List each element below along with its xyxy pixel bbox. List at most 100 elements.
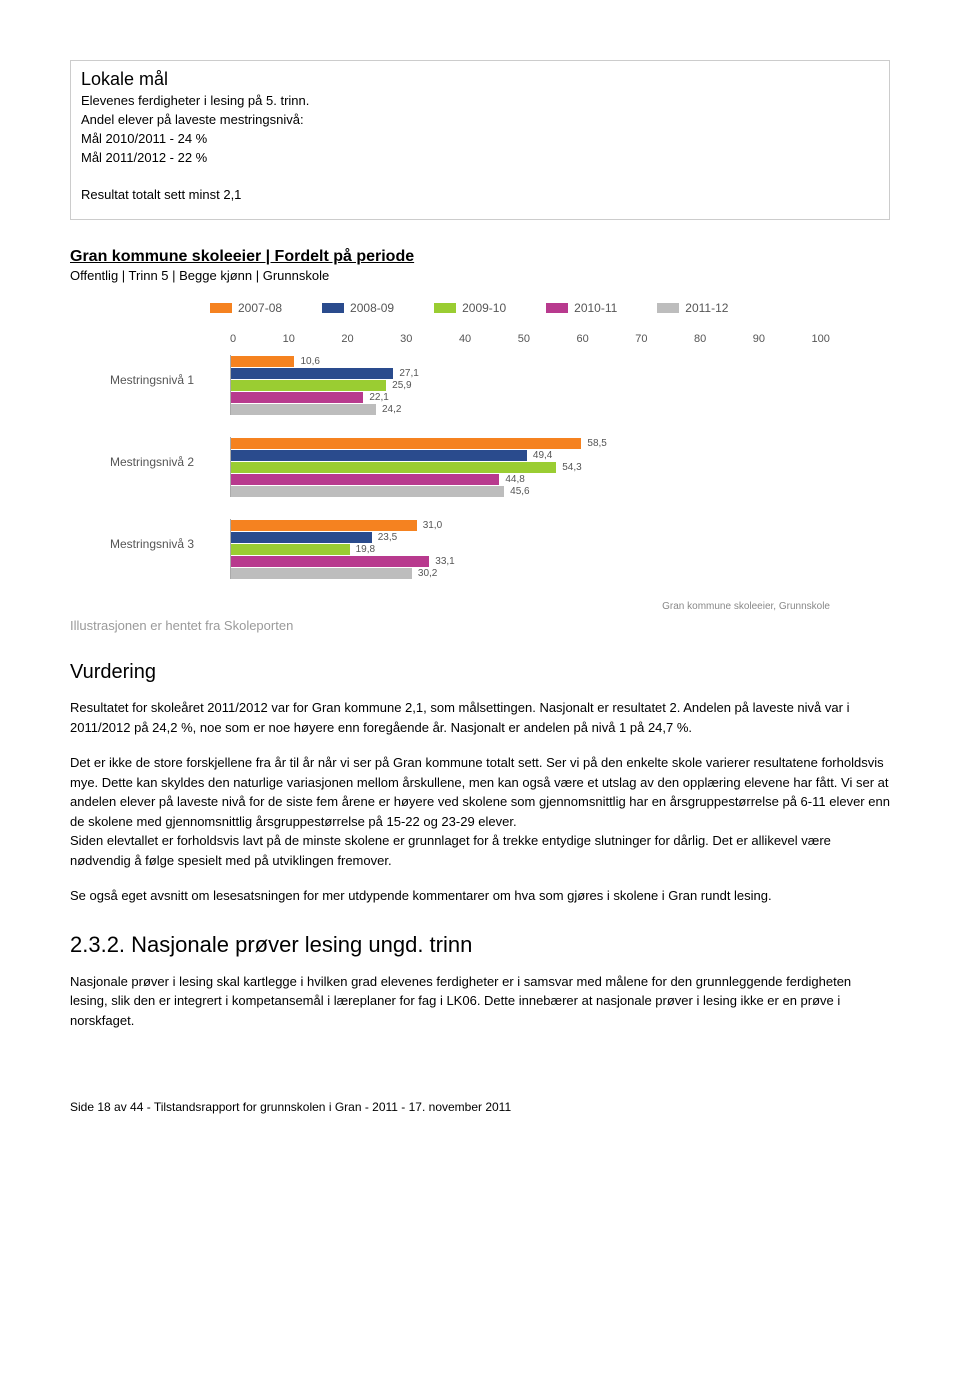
bar-row: 10,6: [231, 355, 830, 367]
bar: [231, 462, 556, 473]
legend-item: 2008-09: [322, 301, 394, 315]
bar: [231, 450, 527, 461]
legend-item: 2011-12: [657, 301, 728, 315]
bar-value: 25,9: [392, 380, 411, 391]
bar-value: 44,8: [505, 474, 524, 485]
x-tick: 70: [635, 333, 647, 345]
bar-value: 10,6: [300, 356, 319, 367]
bar-row: 44,8: [231, 473, 830, 485]
legend-swatch: [322, 303, 344, 313]
x-tick: 90: [753, 333, 765, 345]
vurdering-p2: Det er ikke de store forskjellene fra år…: [70, 753, 890, 870]
legend-swatch: [434, 303, 456, 313]
chart-footer: Gran kommune skoleeier, Grunnskole: [110, 601, 830, 612]
x-tick: 80: [694, 333, 706, 345]
bar-value: 23,5: [378, 532, 397, 543]
legend-label: 2008-09: [350, 301, 394, 315]
legend-item: 2007-08: [210, 301, 282, 315]
bar-row: 31,0: [231, 519, 830, 531]
x-tick: 0: [230, 333, 236, 345]
vurdering-p1: Resultatet for skoleåret 2011/2012 var f…: [70, 698, 890, 737]
bar: [231, 356, 294, 367]
bar-row: 25,9: [231, 379, 830, 391]
bar-value: 19,8: [356, 544, 375, 555]
bar: [231, 556, 429, 567]
local-goals-body: Elevenes ferdigheter i lesing på 5. trin…: [81, 92, 879, 205]
bar-row: 30,2: [231, 567, 830, 579]
bar-value: 45,6: [510, 486, 529, 497]
local-goals-box: Lokale mål Elevenes ferdigheter i lesing…: [70, 60, 890, 220]
group-label: Mestringsnivå 1: [110, 355, 230, 387]
chart-title: Gran kommune skoleeier | Fordelt på peri…: [70, 248, 890, 266]
bar-set: 31,0 23,519,8 33,130,2: [230, 519, 830, 579]
bar: [231, 404, 376, 415]
bar-value: 31,0: [423, 520, 442, 531]
chart-group: Mestringsnivå 3 31,0 23,519,8 33,130,2: [110, 519, 830, 579]
bar-set: 58,5 49,4 54,3 44,845,6: [230, 437, 830, 497]
legend-label: 2009-10: [462, 301, 506, 315]
legend-item: 2010-11: [546, 301, 617, 315]
x-tick: 50: [518, 333, 530, 345]
section-2-3-2-p1: Nasjonale prøver i lesing skal kartlegge…: [70, 972, 890, 1031]
bar: [231, 438, 581, 449]
bar: [231, 568, 412, 579]
bar-row: 45,6: [231, 485, 830, 497]
legend-swatch: [546, 303, 568, 313]
bar-row: 19,8: [231, 543, 830, 555]
bar-row: 27,1: [231, 367, 830, 379]
page-footer: Side 18 av 44 - Tilstandsrapport for gru…: [70, 1100, 890, 1114]
bar: [231, 368, 393, 379]
vurdering-heading: Vurdering: [70, 661, 890, 684]
bar-value: 30,2: [418, 568, 437, 579]
x-tick: 10: [283, 333, 295, 345]
chart-subtitle: Offentlig | Trinn 5 | Begge kjønn | Grun…: [70, 268, 890, 283]
bar-row: 33,1: [231, 555, 830, 567]
lg-line1: Elevenes ferdigheter i lesing på 5. trin…: [81, 93, 309, 108]
lg-line3: Mål 2010/2011 - 24 %: [81, 131, 207, 146]
bar-value: 58,5: [587, 438, 606, 449]
lg-line5: Resultat totalt sett minst 2,1: [81, 187, 241, 202]
local-goals-title: Lokale mål: [81, 69, 879, 90]
bar-row: 24,2: [231, 403, 830, 415]
bar: [231, 520, 417, 531]
bar: [231, 380, 386, 391]
lg-line2: Andel elever på laveste mestringsnivå:: [81, 112, 304, 127]
bar: [231, 392, 363, 403]
chart-x-axis: 0 10 20 30 40 50 60 70 80 90 100: [110, 333, 830, 345]
bar-row: 22,1: [231, 391, 830, 403]
bar-value: 54,3: [562, 462, 581, 473]
x-tick: 100: [812, 333, 830, 345]
bar-value: 33,1: [435, 556, 454, 567]
x-tick: 30: [400, 333, 412, 345]
bar: [231, 474, 499, 485]
lg-line4: Mål 2011/2012 - 22 %: [81, 150, 207, 165]
page: Lokale mål Elevenes ferdigheter i lesing…: [0, 0, 960, 1154]
bar-row: 49,4: [231, 449, 830, 461]
chart-groups: Mestringsnivå 110,627,125,922,124,2Mestr…: [110, 355, 830, 579]
x-tick: 60: [576, 333, 588, 345]
bar-row: 54,3: [231, 461, 830, 473]
bar-value: 27,1: [399, 368, 418, 379]
x-tick: 40: [459, 333, 471, 345]
legend-label: 2007-08: [238, 301, 282, 315]
vurdering-p3: Se også eget avsnitt om lesesatsningen f…: [70, 886, 890, 906]
chart-legend: 2007-08 2008-09 2009-10 2010-11 2011-12: [210, 301, 830, 315]
chart-group: Mestringsnivå 1 10,6 27,125,9 22,124,2: [110, 355, 830, 415]
bar-row: 58,5: [231, 437, 830, 449]
legend-label: 2010-11: [574, 301, 617, 315]
bar-value: 49,4: [533, 450, 552, 461]
vurdering-p2a: Det er ikke de store forskjellene fra år…: [70, 755, 890, 829]
chart-x-ticks: 0 10 20 30 40 50 60 70 80 90 100: [230, 333, 830, 345]
group-label: Mestringsnivå 2: [110, 437, 230, 469]
vurdering-p2b: Siden elevtallet er forholdsvis lavt på …: [70, 833, 831, 868]
bar-value: 22,1: [369, 392, 388, 403]
legend-swatch: [210, 303, 232, 313]
bar: [231, 532, 372, 543]
x-tick: 20: [341, 333, 353, 345]
bar: [231, 486, 504, 497]
group-label: Mestringsnivå 3: [110, 519, 230, 551]
chart-group: Mestringsnivå 2 58,5 49,4 54,3 44,845,6: [110, 437, 830, 497]
legend-item: 2009-10: [434, 301, 506, 315]
illustration-note: Illustrasjonen er hentet fra Skoleporten: [70, 618, 890, 633]
chart: 2007-08 2008-09 2009-10 2010-11 2011-12 0 10 2…: [110, 301, 830, 612]
